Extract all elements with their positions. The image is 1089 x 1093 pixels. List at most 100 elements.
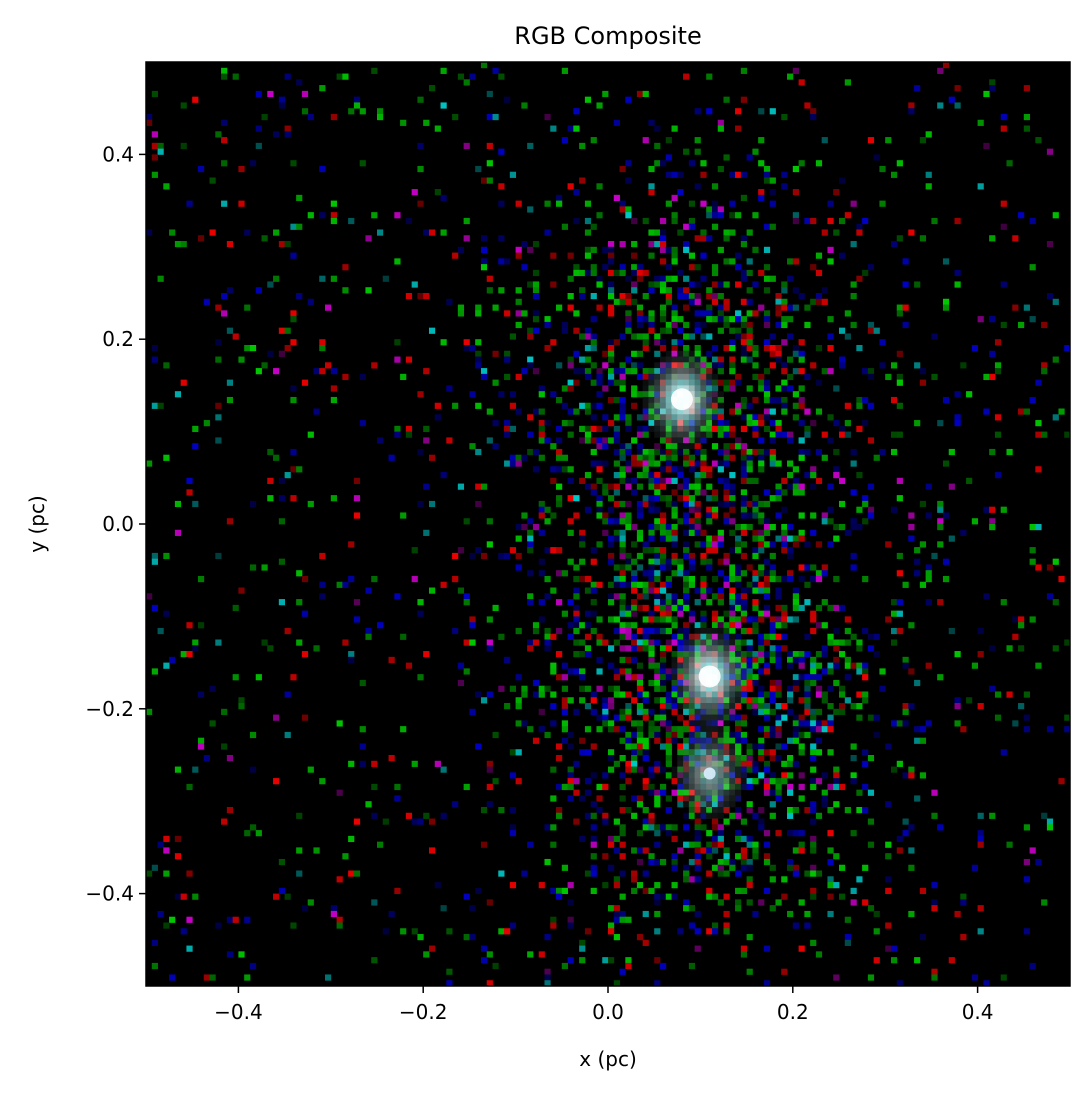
image-pixel [711,691,719,698]
image-pixel [925,512,932,519]
image-pixel [619,668,626,675]
image-pixel [1023,113,1030,121]
image-pixel [631,766,638,773]
image-pixel [301,610,309,617]
image-pixel [567,252,574,259]
image-pixel [677,639,684,646]
image-pixel [648,448,655,456]
image-pixel [688,414,696,421]
image-pixel [249,731,257,739]
image-pixel [671,310,678,317]
image-pixel [631,610,638,617]
image-pixel [550,691,557,698]
image-pixel [769,420,776,427]
image-pixel [683,783,690,791]
image-pixel [775,344,782,352]
image-pixel [654,685,661,692]
image-pixel [775,743,782,750]
image-pixel [758,726,765,733]
image-pixel [792,679,799,687]
image-pixel [914,362,921,369]
image-pixel [683,685,690,692]
image-pixel [810,656,817,664]
image-pixel [798,714,805,721]
image-pixel [631,887,638,895]
image-pixel [954,217,961,225]
image-pixel [706,795,713,802]
image-pixel [619,264,626,271]
image-pixel [937,524,944,531]
image-pixel [579,437,586,444]
image-pixel [723,448,730,456]
image-pixel [781,368,788,375]
image-pixel [827,726,834,733]
image-pixel [192,443,199,450]
image-pixel [163,662,170,669]
image-pixel [642,541,649,548]
image-pixel [844,431,851,438]
image-pixel [677,599,684,606]
image-pixel [740,454,748,461]
image-pixel [446,298,453,305]
image-pixel [717,806,724,814]
image-pixel [740,818,748,825]
image-pixel [821,726,828,733]
image-pixel [694,431,701,438]
image-pixel [723,714,730,721]
image-pixel [1012,616,1019,623]
image-pixel [781,645,788,652]
image-pixel [636,316,644,323]
image-pixel [683,431,690,438]
image-pixel [769,622,776,629]
image-pixel [648,472,655,479]
image-pixel [735,581,742,588]
image-pixel [665,599,672,606]
image-pixel [717,714,724,721]
image-pixel [787,385,794,392]
image-pixel [221,293,228,300]
image-pixel [353,512,361,519]
image-pixel [232,333,239,340]
image-pixel [209,720,216,727]
image-pixel [729,766,736,773]
image-pixel [723,627,730,635]
image-pixel [844,662,851,669]
image-pixel [636,500,644,508]
image-pixel [654,697,661,704]
image-pixel [394,356,401,363]
image-pixel [307,212,314,219]
image-pixel [463,518,470,525]
image-pixel [740,760,748,767]
image-pixel [775,604,782,612]
image-pixel [740,731,748,739]
image-pixel [694,801,701,808]
image-pixel [856,668,863,675]
image-pixel [908,910,915,918]
image-pixel [521,102,528,109]
image-pixel [729,616,736,623]
image-pixel [994,691,1002,698]
image-pixel [683,241,690,248]
image-pixel [492,443,499,450]
image-pixel [694,310,701,317]
image-pixel [717,466,724,473]
image-pixel [769,627,776,635]
image-pixel [856,396,863,404]
image-pixel [625,448,632,456]
image-pixel [723,558,730,565]
image-pixel [509,772,517,779]
image-pixel [717,246,724,253]
image-pixel [885,853,892,860]
image-pixel [619,500,626,508]
image-pixel [469,344,476,352]
image-pixel [787,73,794,80]
image-pixel [648,818,655,825]
image-pixel [642,870,649,877]
image-pixel [827,858,834,866]
image-pixel [325,974,332,981]
image-pixel [613,616,620,623]
image-pixel [752,766,759,773]
image-pixel [775,293,782,300]
image-pixel [434,760,441,767]
image-pixel [983,593,990,600]
